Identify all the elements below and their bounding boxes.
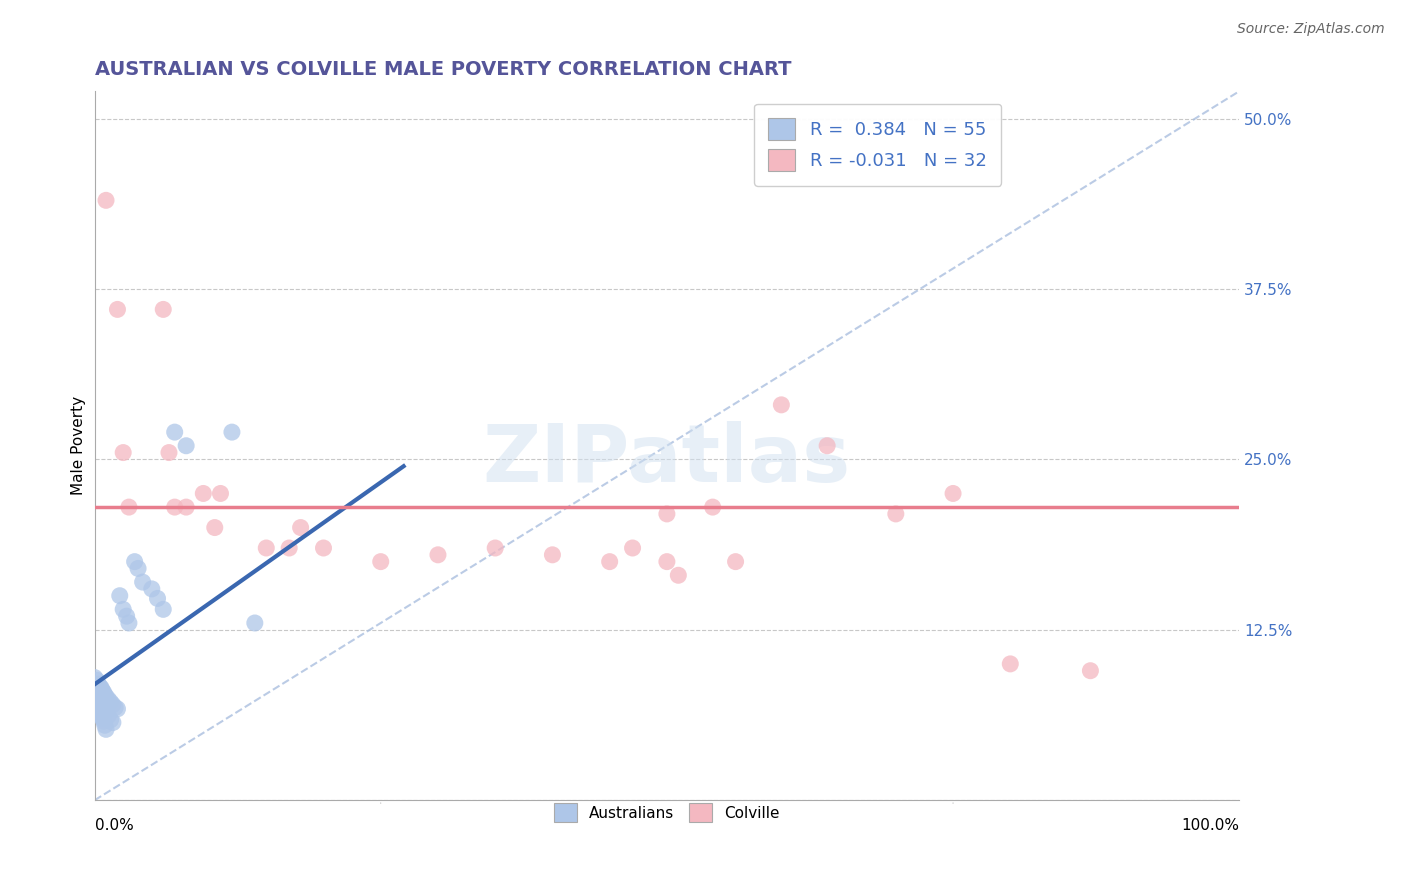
Point <box>243 615 266 630</box>
Point <box>84 684 107 698</box>
Point <box>942 486 965 500</box>
Point <box>254 541 277 555</box>
Point <box>87 695 110 709</box>
Point <box>666 568 689 582</box>
Point <box>101 715 124 730</box>
Point <box>278 541 301 555</box>
Point <box>724 555 747 569</box>
Legend: Australians, Colville: Australians, Colville <box>547 797 786 828</box>
Point <box>91 684 114 698</box>
Point <box>94 688 117 702</box>
Y-axis label: Male Poverty: Male Poverty <box>72 396 86 495</box>
Point <box>94 690 117 704</box>
Point <box>91 711 114 725</box>
Point <box>152 302 174 317</box>
Point <box>86 687 108 701</box>
Point <box>209 486 232 500</box>
Point <box>1000 657 1022 671</box>
Point <box>702 500 724 514</box>
Point <box>90 708 112 723</box>
Point <box>84 681 107 696</box>
Point <box>87 705 110 719</box>
Point <box>83 677 105 691</box>
Point <box>146 591 169 606</box>
Point <box>89 688 111 702</box>
Point <box>131 575 153 590</box>
Point <box>107 702 129 716</box>
Point <box>91 694 114 708</box>
Point <box>100 695 122 709</box>
Point <box>94 705 117 719</box>
Point <box>93 714 115 728</box>
Text: AUSTRALIAN VS COLVILLE MALE POVERTY CORRELATION CHART: AUSTRALIAN VS COLVILLE MALE POVERTY CORR… <box>94 60 792 78</box>
Point <box>104 700 127 714</box>
Point <box>83 671 105 685</box>
Point <box>94 723 117 737</box>
Point <box>127 561 149 575</box>
Point <box>770 398 793 412</box>
Point <box>193 486 215 500</box>
Point <box>90 690 112 705</box>
Point <box>89 705 111 719</box>
Point <box>655 507 678 521</box>
Point <box>884 507 907 521</box>
Text: Source: ZipAtlas.com: Source: ZipAtlas.com <box>1237 22 1385 37</box>
Point <box>484 541 506 555</box>
Point <box>157 445 180 459</box>
Point <box>163 500 186 514</box>
Point <box>94 194 117 208</box>
Point <box>108 589 131 603</box>
Point <box>100 713 122 727</box>
Point <box>93 698 115 712</box>
Point <box>87 684 110 698</box>
Point <box>97 708 120 723</box>
Point <box>89 680 111 694</box>
Text: 100.0%: 100.0% <box>1181 818 1239 833</box>
Point <box>86 673 108 688</box>
Point <box>107 302 129 317</box>
Point <box>599 555 621 569</box>
Text: ZIPatlas: ZIPatlas <box>482 421 851 499</box>
Point <box>541 548 564 562</box>
Point <box>115 609 138 624</box>
Point <box>89 700 111 714</box>
Point <box>152 602 174 616</box>
Text: 0.0%: 0.0% <box>94 818 134 833</box>
Point <box>124 555 146 569</box>
Point <box>204 520 226 534</box>
Point <box>84 690 107 705</box>
Point <box>312 541 335 555</box>
Point <box>815 439 838 453</box>
Point <box>112 602 135 616</box>
Point <box>174 500 197 514</box>
Point <box>94 700 117 714</box>
Point <box>141 582 163 596</box>
Point <box>655 555 678 569</box>
Point <box>93 685 115 699</box>
Point <box>86 698 108 712</box>
Point <box>101 698 124 712</box>
Point <box>1080 664 1102 678</box>
Point <box>87 677 110 691</box>
Point <box>174 439 197 453</box>
Point <box>89 687 111 701</box>
Point <box>118 500 141 514</box>
Point <box>118 615 141 630</box>
Point <box>221 425 243 439</box>
Point <box>90 681 112 696</box>
Point <box>163 425 186 439</box>
Point <box>97 692 120 706</box>
Point <box>112 445 135 459</box>
Point <box>89 679 111 693</box>
Point <box>94 718 117 732</box>
Point <box>621 541 644 555</box>
Point <box>370 555 392 569</box>
Point <box>426 548 449 562</box>
Point <box>290 520 312 534</box>
